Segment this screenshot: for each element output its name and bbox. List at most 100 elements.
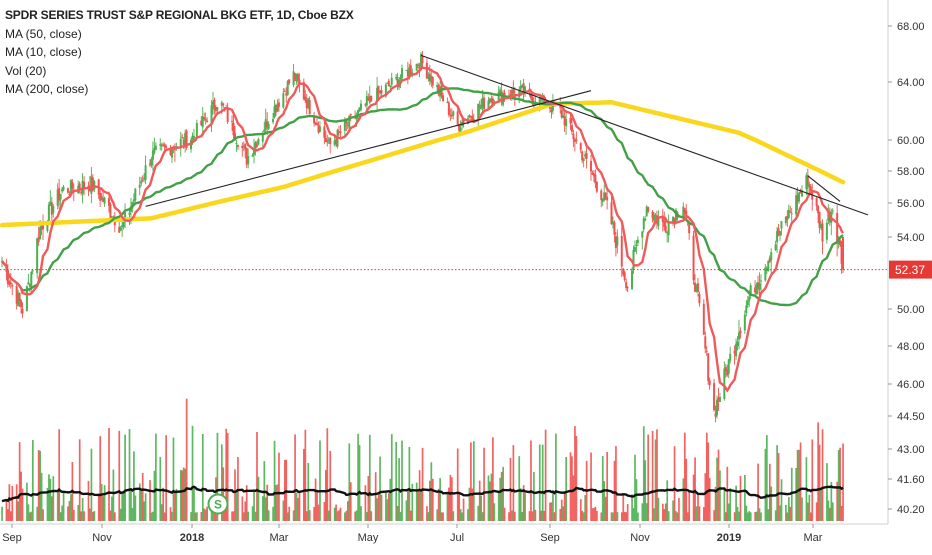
candle-body xyxy=(425,62,428,79)
candle-body xyxy=(459,128,462,133)
price-tick-label: 46.00 xyxy=(897,379,925,391)
volume-bar xyxy=(764,448,767,521)
volume-bar xyxy=(768,463,771,521)
volume-bar xyxy=(497,492,500,521)
volume-bar xyxy=(683,432,686,521)
candle-body xyxy=(214,106,217,112)
candle-body xyxy=(179,139,182,149)
volume-bar xyxy=(569,452,572,521)
candle-body xyxy=(745,305,748,313)
candle-body xyxy=(488,98,491,103)
volume-bar xyxy=(149,480,151,521)
volume-bar xyxy=(40,472,43,521)
volume-bar xyxy=(719,470,721,521)
volume-bar xyxy=(128,429,131,521)
candle-body xyxy=(636,239,639,244)
candle-body xyxy=(437,84,440,95)
candle-body xyxy=(15,286,18,304)
candle-body xyxy=(266,121,269,128)
volume-bar xyxy=(169,507,172,521)
candle-body xyxy=(390,77,393,85)
volume-bar xyxy=(818,444,821,521)
candle-body xyxy=(359,103,362,110)
candle-body xyxy=(264,119,267,130)
volume-bar xyxy=(458,494,461,521)
volume-bar xyxy=(344,512,346,521)
volume-bar xyxy=(514,511,516,521)
volume-bar xyxy=(704,473,707,521)
candle-body xyxy=(71,182,74,189)
candle-body xyxy=(316,122,319,126)
volume-bar xyxy=(201,434,204,521)
candle-body xyxy=(743,314,746,331)
volume-bar xyxy=(809,512,812,521)
candle-body xyxy=(715,399,718,416)
volume-bar xyxy=(336,511,339,521)
indicator-ma50[interactable]: MA (50, close) xyxy=(5,26,82,41)
volume-bar xyxy=(543,510,546,521)
candle-body xyxy=(162,144,165,146)
volume-bar xyxy=(774,510,777,521)
candle-body xyxy=(384,84,387,97)
volume-bar xyxy=(267,510,270,521)
volume-bar xyxy=(729,488,732,521)
candle-body xyxy=(20,300,23,308)
candle-body xyxy=(9,282,12,285)
volume-bar xyxy=(786,512,789,521)
volume-bar xyxy=(726,466,729,521)
volume-bar xyxy=(379,456,381,521)
volume-bar xyxy=(388,493,390,521)
volume-bar xyxy=(503,507,506,521)
time-tick-label: 2019 xyxy=(717,532,741,544)
time-tick-label: Nov xyxy=(630,532,650,544)
volume-bar xyxy=(815,502,818,521)
volume-bar xyxy=(727,503,730,521)
volume-bar xyxy=(714,486,717,521)
candle-body xyxy=(345,120,348,124)
volume-bar xyxy=(256,431,258,521)
volume-bar xyxy=(335,504,337,521)
candle-body xyxy=(512,89,515,94)
volume-bar xyxy=(93,510,96,521)
candle-body xyxy=(323,126,326,138)
indicator-ma10[interactable]: MA (10, close) xyxy=(5,45,82,59)
volume-bar xyxy=(295,492,298,521)
volume-bar xyxy=(840,505,843,521)
indicator-ma200[interactable]: MA (200, close) xyxy=(5,82,89,96)
volume-bar xyxy=(827,500,830,521)
candle-body xyxy=(30,272,33,290)
candle-body xyxy=(799,190,802,194)
candle-body xyxy=(150,159,153,166)
volume-bar xyxy=(808,494,811,521)
candle-body xyxy=(565,118,568,127)
volume-bar xyxy=(102,496,104,521)
volume-bar xyxy=(738,511,740,521)
volume-bar xyxy=(698,506,701,521)
volume-bar xyxy=(333,507,336,521)
volume-bar xyxy=(713,510,715,521)
candle-body xyxy=(154,145,157,151)
candle-body xyxy=(169,148,172,155)
candle-body xyxy=(584,154,587,157)
candle-body xyxy=(326,140,329,143)
volume-bar xyxy=(798,449,800,521)
candle-body xyxy=(333,140,336,145)
volume-bar xyxy=(417,491,420,521)
candle-body xyxy=(777,228,780,235)
candle-body xyxy=(254,142,257,151)
candle-body xyxy=(805,175,808,190)
volume-bar xyxy=(707,442,710,521)
candle-body xyxy=(192,135,195,138)
volume-bar xyxy=(282,500,285,521)
candle-body xyxy=(68,194,71,196)
volume-bar xyxy=(705,432,708,521)
candle-body xyxy=(531,97,534,104)
candle-body xyxy=(673,217,676,224)
indicator-vol[interactable]: Vol (20) xyxy=(5,63,47,78)
candle-body xyxy=(746,300,749,306)
volume-bar xyxy=(111,496,113,521)
candle-body xyxy=(241,145,244,149)
candle-body xyxy=(592,173,595,177)
